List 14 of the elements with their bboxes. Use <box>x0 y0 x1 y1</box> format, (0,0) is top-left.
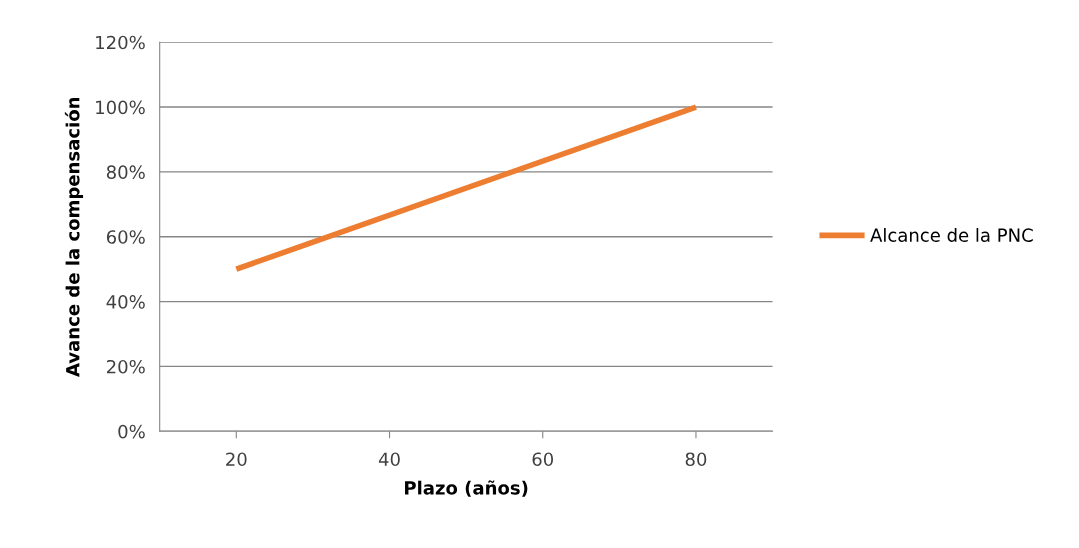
y-tick-label: 0% <box>118 424 145 439</box>
y-tick-label: 60% <box>106 230 145 244</box>
x-tick-label: 80 <box>685 452 707 467</box>
y-tick-label: 120% <box>96 35 145 50</box>
x-tick-label: 60 <box>532 452 554 467</box>
x-tick-label: 40 <box>378 452 400 467</box>
legend-label: Alcance de la PNC <box>870 228 1033 242</box>
y-axis-title: Avance de la compensación <box>64 97 84 377</box>
y-tick-label: 20% <box>106 359 145 374</box>
y-tick-label: 40% <box>106 295 145 309</box>
x-axis-title: Plazo (años) <box>405 480 528 497</box>
x-tick-label: 20 <box>226 452 247 467</box>
y-tick-label: 80% <box>106 165 145 180</box>
y-tick-label: 100% <box>96 100 145 115</box>
